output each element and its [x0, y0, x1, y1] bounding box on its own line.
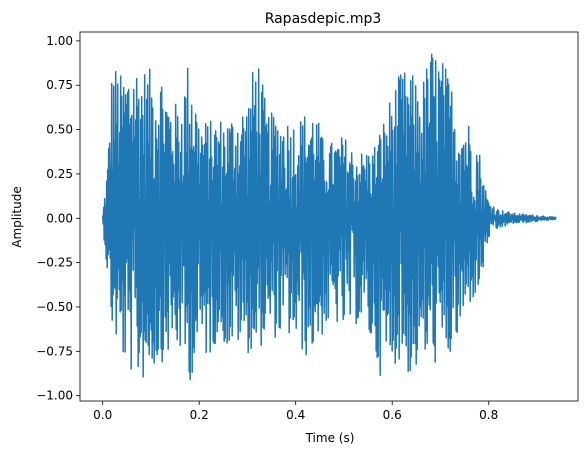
chart-title: Rapasdepic.mp3	[265, 11, 382, 27]
y-tick-label: −1.00	[36, 389, 73, 403]
y-axis-ticks: −1.00 −0.75 −0.50 −0.25 0.00 0.25 0.50 0.75 1.00	[36, 34, 80, 403]
waveform-line	[101, 53, 557, 381]
x-tick-label: 0.6	[383, 408, 402, 422]
x-tick-label: 0.0	[93, 408, 112, 422]
y-tick-label: −0.75	[36, 344, 73, 358]
x-tick-label: 0.8	[479, 408, 498, 422]
plot-area	[79, 31, 579, 402]
waveform-series	[101, 53, 557, 381]
y-tick-label: 0.00	[46, 211, 73, 225]
y-tick-label: 1.00	[46, 34, 73, 48]
y-axis-label: Amplitude	[10, 186, 24, 248]
y-tick-label: 0.75	[46, 78, 73, 92]
x-tick-label: 0.4	[286, 408, 305, 422]
y-tick-label: −0.25	[36, 256, 73, 270]
x-axis-ticks: 0.0 0.2 0.4 0.6 0.8	[93, 401, 498, 422]
y-tick-label: 0.50	[46, 123, 73, 137]
x-tick-label: 0.2	[190, 408, 209, 422]
x-axis-label: Time (s)	[305, 431, 355, 445]
y-tick-label: 0.25	[46, 167, 73, 181]
axes-frame	[79, 31, 579, 402]
y-tick-label: −0.50	[36, 300, 73, 314]
